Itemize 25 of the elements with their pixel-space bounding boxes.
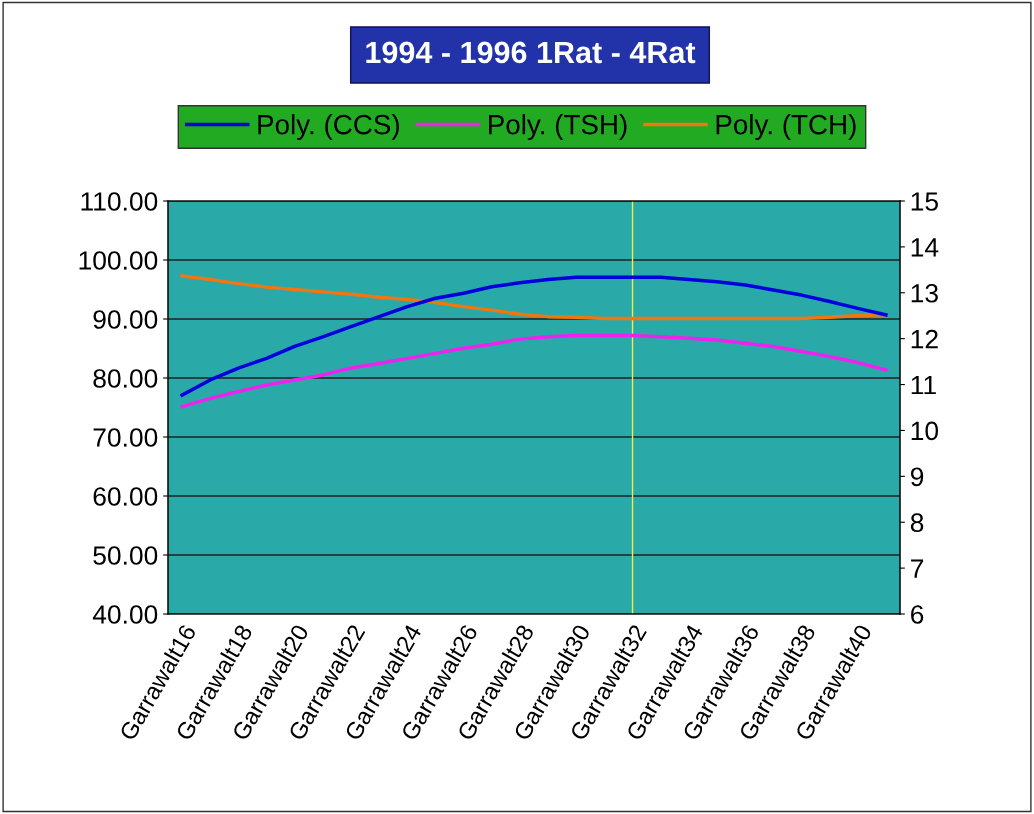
y2-tick-label: 15 bbox=[911, 192, 938, 211]
legend-label: Poly. (CCS) bbox=[258, 114, 399, 140]
y-tick-label: 40.00 bbox=[92, 605, 158, 624]
y2-tick-label: 8 bbox=[910, 513, 924, 533]
y2-tick-label: 13 bbox=[911, 283, 938, 303]
y-tick-label: 110.00 bbox=[81, 192, 158, 211]
legend-label: Poly. (TSH) bbox=[489, 114, 627, 140]
y2-tick-label: 11 bbox=[911, 375, 936, 395]
y2-tick-label: 6 bbox=[911, 605, 924, 624]
y2-tick-label: 10 bbox=[911, 421, 939, 441]
line-series bbox=[180, 275, 888, 397]
y-tick-label: 60.00 bbox=[93, 487, 158, 506]
y2-tick-label: 9 bbox=[910, 467, 924, 487]
y2-tick-label: 7 bbox=[911, 559, 924, 578]
y-tick-label: 50.00 bbox=[93, 546, 158, 565]
chart-title: 1994 - 1996 1Rat - 4Rat bbox=[366, 41, 696, 64]
y2-tick-label: 12 bbox=[911, 329, 938, 349]
line-series bbox=[180, 333, 888, 409]
y-tick-label: 70.00 bbox=[93, 428, 158, 447]
line-series bbox=[180, 274, 888, 321]
legend-label: Poly. (TCH) bbox=[716, 114, 856, 140]
y-tick-label: 90.00 bbox=[93, 310, 158, 329]
y-tick-label: 100.00 bbox=[79, 251, 158, 270]
y2-tick-label: 14 bbox=[911, 238, 939, 257]
y-tick-label: 80.00 bbox=[93, 369, 158, 388]
